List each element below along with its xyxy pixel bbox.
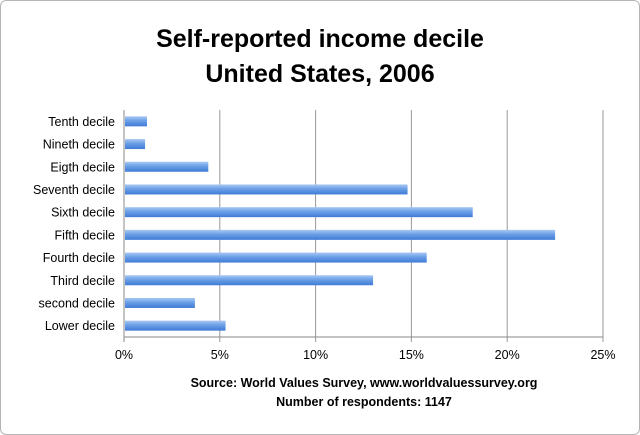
bar xyxy=(125,275,374,286)
bar xyxy=(125,207,473,218)
category-label: second decile xyxy=(39,296,115,310)
category-label: Lower decile xyxy=(45,319,115,333)
chart-title-line-2: United States, 2006 xyxy=(205,60,434,88)
bar xyxy=(125,229,556,240)
x-tick-label: 10% xyxy=(303,348,328,362)
source-note: Source: World Values Survey, www.worldva… xyxy=(191,376,538,390)
bar xyxy=(125,116,147,127)
category-label: Fourth decile xyxy=(43,251,115,265)
category-label: Fifth decile xyxy=(55,228,115,242)
category-label: Sixth decile xyxy=(51,206,115,220)
category-label: Nineth decile xyxy=(43,138,115,152)
x-tick-label: 25% xyxy=(590,348,615,362)
bar xyxy=(125,184,408,195)
respondents-note: Number of respondents: 1147 xyxy=(276,395,452,409)
x-tick-label: 0% xyxy=(115,348,133,362)
category-label: Third decile xyxy=(50,274,115,288)
bar xyxy=(125,297,195,308)
x-tick-label: 15% xyxy=(399,348,424,362)
category-label: Tenth decile xyxy=(48,115,115,129)
category-label: Eigth decile xyxy=(50,160,115,174)
chart-title-line-1: Self-reported income decile xyxy=(156,25,484,53)
x-tick-label: 20% xyxy=(495,348,520,362)
category-label: Seventh decile xyxy=(33,183,115,197)
bar xyxy=(125,320,226,331)
bar xyxy=(125,139,146,150)
bar xyxy=(125,161,209,172)
x-tick-label: 5% xyxy=(211,348,229,362)
bar xyxy=(125,252,427,263)
